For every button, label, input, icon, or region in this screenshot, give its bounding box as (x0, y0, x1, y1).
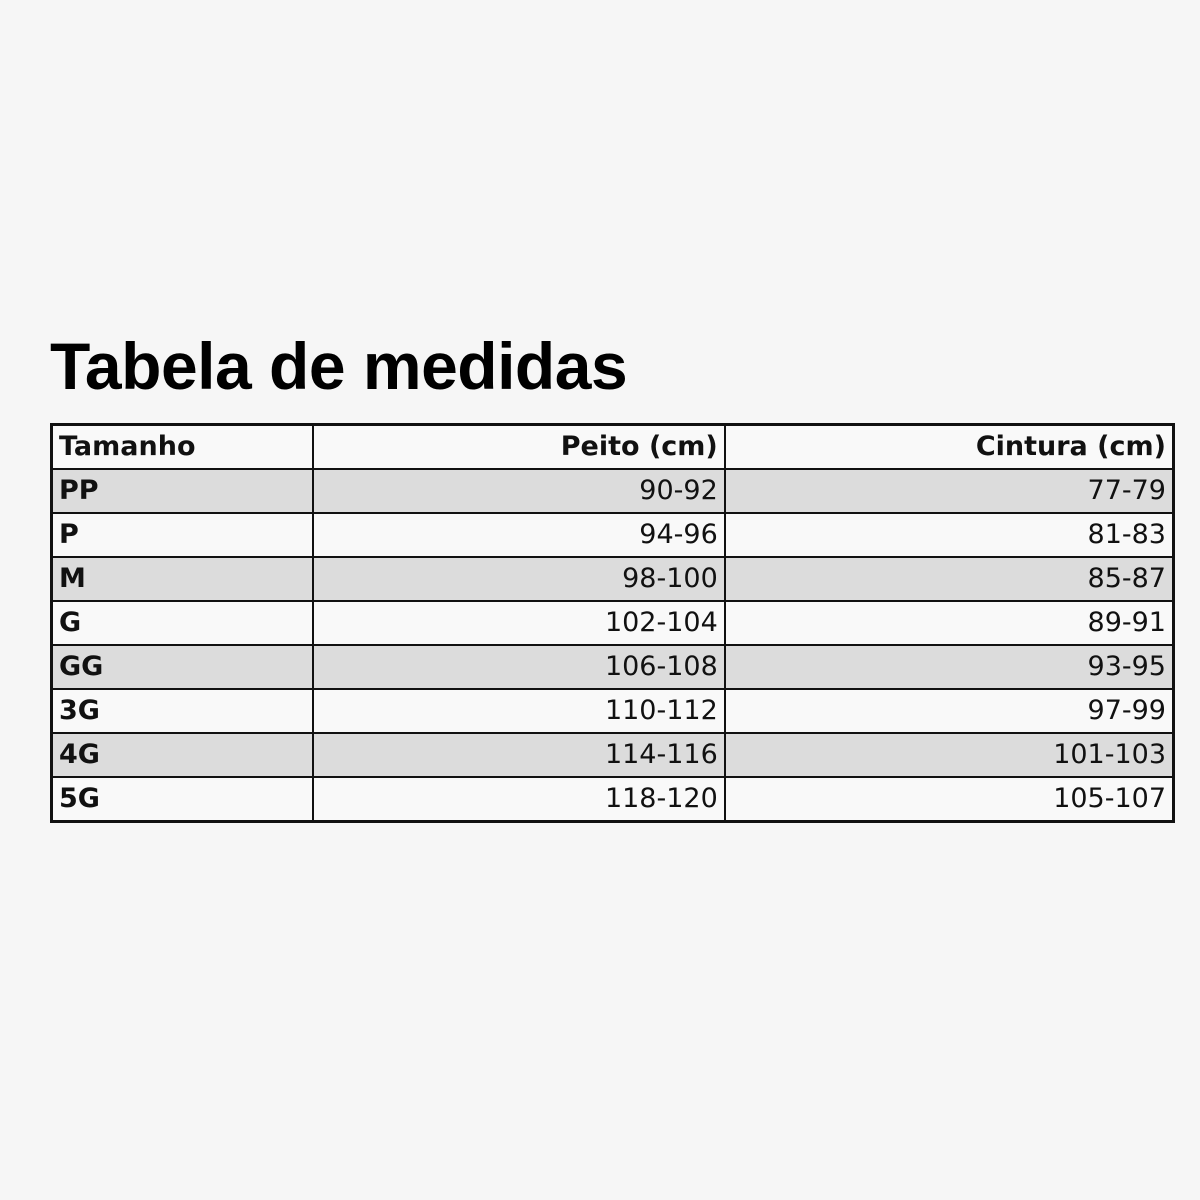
header-tamanho: Tamanho (50, 423, 315, 470)
cintura-cell: 97-99 (723, 688, 1175, 734)
size-cell: M (50, 556, 315, 602)
peito-cell: 110-112 (312, 688, 726, 734)
peito-cell: 102-104 (312, 600, 726, 646)
peito-cell: 98-100 (312, 556, 726, 602)
cintura-cell: 93-95 (723, 644, 1175, 690)
cintura-cell: 89-91 (723, 600, 1175, 646)
header-cintura: Cintura (cm) (723, 423, 1175, 470)
size-cell: G (50, 600, 315, 646)
table-row: M 98-100 85-87 (50, 556, 1175, 602)
size-cell: 4G (50, 732, 315, 778)
cintura-cell: 101-103 (723, 732, 1175, 778)
table-row: PP 90-92 77-79 (50, 468, 1175, 514)
size-cell: PP (50, 468, 315, 514)
peito-cell: 114-116 (312, 732, 726, 778)
cintura-cell: 85-87 (723, 556, 1175, 602)
page-title: Tabela de medidas (50, 329, 628, 403)
table-row: 4G 114-116 101-103 (50, 732, 1175, 778)
peito-cell: 94-96 (312, 512, 726, 558)
peito-cell: 118-120 (312, 776, 726, 823)
size-cell: GG (50, 644, 315, 690)
table-row: G 102-104 89-91 (50, 600, 1175, 646)
table-row: GG 106-108 93-95 (50, 644, 1175, 690)
cintura-cell: 77-79 (723, 468, 1175, 514)
table-row: P 94-96 81-83 (50, 512, 1175, 558)
header-peito: Peito (cm) (312, 423, 726, 470)
peito-cell: 90-92 (312, 468, 726, 514)
cintura-cell: 81-83 (723, 512, 1175, 558)
table-row: 5G 118-120 105-107 (50, 776, 1175, 823)
size-cell: P (50, 512, 315, 558)
table-row: 3G 110-112 97-99 (50, 688, 1175, 734)
size-chart-table: Tamanho Peito (cm) Cintura (cm) PP 90-92 7… (50, 423, 1175, 823)
peito-cell: 106-108 (312, 644, 726, 690)
size-cell: 5G (50, 776, 315, 823)
table-header-row: Tamanho Peito (cm) Cintura (cm) (50, 423, 1175, 470)
size-cell: 3G (50, 688, 315, 734)
cintura-cell: 105-107 (723, 776, 1175, 823)
